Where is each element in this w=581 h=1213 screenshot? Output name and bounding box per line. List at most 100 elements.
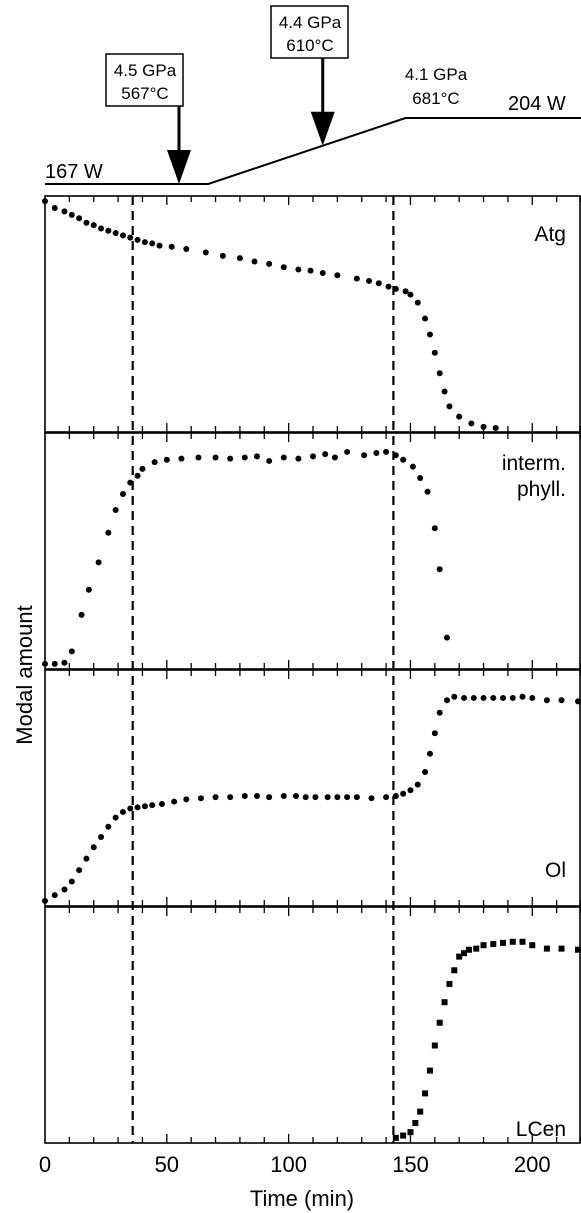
data-point: [42, 660, 48, 667]
data-point: [441, 999, 448, 1006]
heating-schedule: 167 W 204 W 4.5 GPa 567°C 4.4 GPa 610°C …: [45, 5, 581, 185]
data-point: [61, 208, 68, 215]
data-point: [95, 559, 102, 566]
data-point: [431, 349, 438, 356]
data-point: [543, 697, 550, 704]
data-point: [195, 454, 202, 461]
data-point: [112, 506, 119, 513]
data-point: [500, 939, 507, 946]
data-point: [400, 1132, 407, 1139]
data-point: [112, 814, 119, 821]
data-point: [509, 938, 516, 945]
data-point: [444, 697, 450, 704]
data-point: [461, 694, 468, 701]
data-point: [251, 258, 258, 265]
data-point: [236, 255, 243, 262]
data-point: [361, 452, 368, 459]
data-point: [90, 844, 97, 851]
data-point: [105, 227, 112, 234]
panel-lcen: [44, 906, 581, 1144]
data-point: [134, 236, 141, 243]
data-point: [105, 529, 112, 536]
data-point: [266, 794, 273, 801]
data-point: [451, 967, 458, 974]
data-point: [441, 388, 448, 395]
data-point: [383, 448, 390, 455]
data-point: [266, 457, 273, 464]
data-point: [324, 794, 331, 801]
data-point: [431, 730, 438, 737]
data-point: [400, 456, 407, 463]
data-point: [473, 945, 480, 952]
data-point: [197, 795, 204, 802]
data-point: [465, 946, 472, 953]
x-tick-label: 200: [514, 1152, 551, 1177]
data-point: [456, 953, 463, 960]
data-point: [112, 230, 119, 237]
data-point: [446, 980, 453, 987]
data-point: [76, 867, 83, 874]
data-point: [280, 264, 287, 271]
data-point: [424, 488, 431, 495]
data-point: [171, 798, 178, 805]
data-point: [426, 750, 433, 757]
data-point: [183, 246, 190, 253]
data-point: [68, 648, 75, 655]
data-point: [331, 454, 338, 461]
panel-label-phyll: phyll.: [517, 478, 566, 501]
x-tick-label: 0: [39, 1152, 51, 1177]
data-point: [519, 693, 526, 700]
data-point: [98, 225, 105, 232]
callout-a-temperature: 567°C: [121, 84, 168, 103]
data-point: [470, 694, 477, 701]
start-power-label: 167 W: [45, 161, 103, 183]
data-point: [490, 941, 497, 948]
data-point: [422, 769, 429, 776]
data-point: [119, 491, 126, 497]
data-point: [134, 804, 141, 811]
data-point: [402, 288, 409, 295]
end-power-label: 204 W: [508, 93, 566, 115]
panel-label-lcen: LCen: [516, 1118, 566, 1141]
data-point: [241, 454, 248, 461]
data-point: [139, 465, 146, 472]
data-point: [468, 420, 475, 427]
x-tick-label: 150: [392, 1152, 429, 1177]
data-point: [292, 792, 299, 799]
data-point: [444, 634, 450, 641]
data-point: [149, 802, 156, 809]
data-point: [76, 215, 83, 222]
panel-atg: [42, 195, 581, 433]
data-point: [407, 1129, 414, 1136]
data-point: [51, 892, 58, 899]
data-point: [151, 459, 158, 466]
data-point: [134, 472, 141, 479]
x-tick-labels: 0 50 100 150 200: [39, 1152, 551, 1177]
data-point: [85, 586, 92, 593]
label-c-pressure: 4.1 GPa: [405, 65, 468, 84]
data-point: [310, 453, 316, 460]
data-point: [266, 260, 273, 267]
data-point: [119, 232, 126, 239]
data-point: [202, 249, 209, 256]
data-point: [558, 945, 565, 952]
callout-box-a: [105, 53, 184, 107]
data-point: [156, 242, 163, 249]
data-point: [417, 1108, 424, 1115]
data-point: [158, 800, 165, 807]
data-point: [119, 808, 126, 815]
data-point: [575, 698, 581, 705]
data-point: [414, 299, 421, 306]
data-point: [51, 204, 58, 211]
data-point: [149, 240, 156, 247]
data-point: [509, 694, 516, 701]
data-point: [334, 794, 341, 801]
data-point: [90, 222, 97, 229]
data-point: [400, 790, 407, 797]
data-point: [141, 239, 148, 246]
data-point: [480, 942, 487, 949]
data-point: [353, 794, 360, 801]
data-point: [436, 709, 443, 716]
data-point: [312, 794, 319, 801]
